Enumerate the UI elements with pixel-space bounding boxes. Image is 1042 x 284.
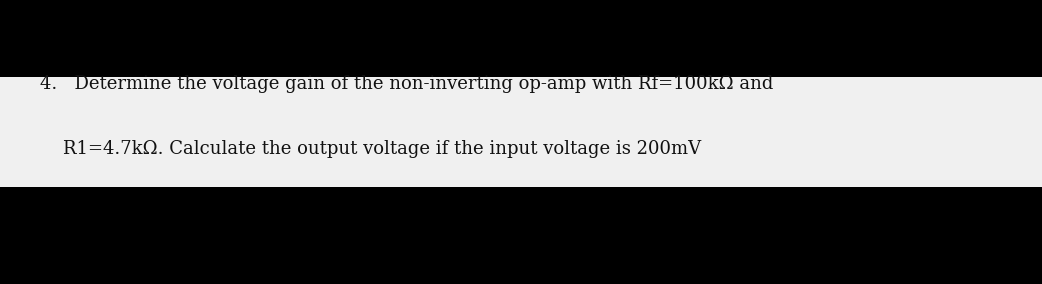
Text: 4.   Determine the voltage gain of the non-inverting op-amp with Rf=100kΩ and: 4. Determine the voltage gain of the non… [40, 75, 773, 93]
Bar [0, 77, 1042, 187]
Text: R1=4.7kΩ. Calculate the output voltage if the input voltage is 200mV: R1=4.7kΩ. Calculate the output voltage i… [40, 140, 700, 158]
